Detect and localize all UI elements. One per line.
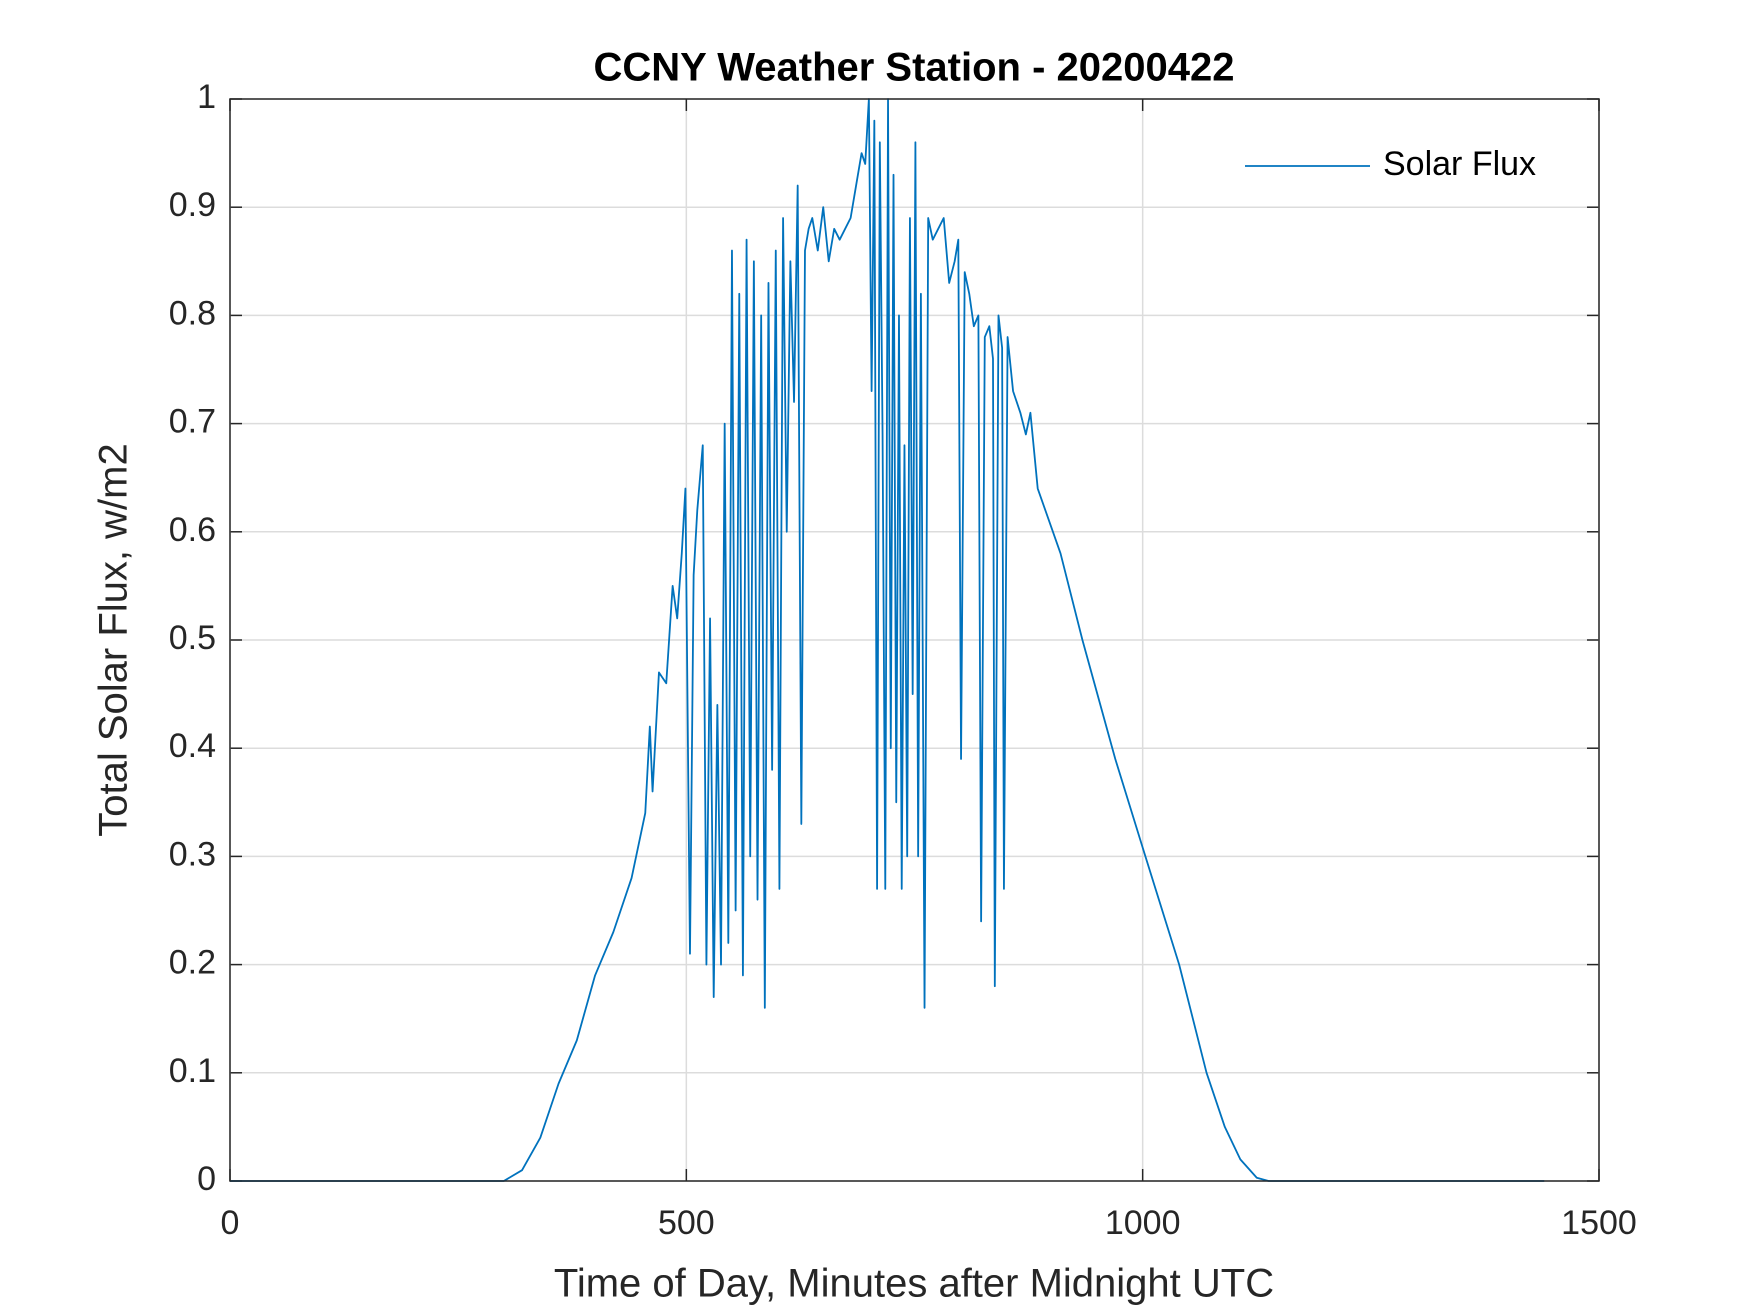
- y-tick-label: 0.8: [169, 294, 216, 332]
- x-tick-label: 1000: [1105, 1204, 1181, 1242]
- axes-box: [229, 98, 1600, 1182]
- y-tick-label: 0.6: [169, 511, 216, 549]
- x-tick-label: 1500: [1561, 1204, 1637, 1242]
- x-axis-label: Time of Day, Minutes after Midnight UTC: [554, 1262, 1274, 1306]
- y-tick-label: 0.1: [169, 1052, 216, 1090]
- y-tick-label: 0: [197, 1160, 216, 1198]
- legend-label: Solar Flux: [1383, 145, 1536, 183]
- y-tick-label: 0.9: [169, 186, 216, 224]
- y-tick-label: 0.3: [169, 835, 216, 873]
- x-tick-label: 0: [221, 1204, 240, 1242]
- y-axis-label: Total Solar Flux, w/m2: [92, 443, 136, 836]
- y-tick-label: 1: [197, 78, 216, 116]
- chart-title: CCNY Weather Station - 20200422: [594, 46, 1235, 90]
- y-tick-label: 0.2: [169, 944, 216, 982]
- y-tick-label: 0.5: [169, 619, 216, 657]
- plot-area: 0 0.1 0.2 0.3 0.4 0.5 0.6 0.7 0.8 0.9 1 0 500 1000 150…: [169, 78, 1637, 1242]
- x-tick-label: 500: [658, 1204, 715, 1242]
- data-line: [230, 98, 1545, 1182]
- y-tick-label: 0.7: [169, 403, 216, 441]
- y-tick-label: 0.4: [169, 727, 216, 765]
